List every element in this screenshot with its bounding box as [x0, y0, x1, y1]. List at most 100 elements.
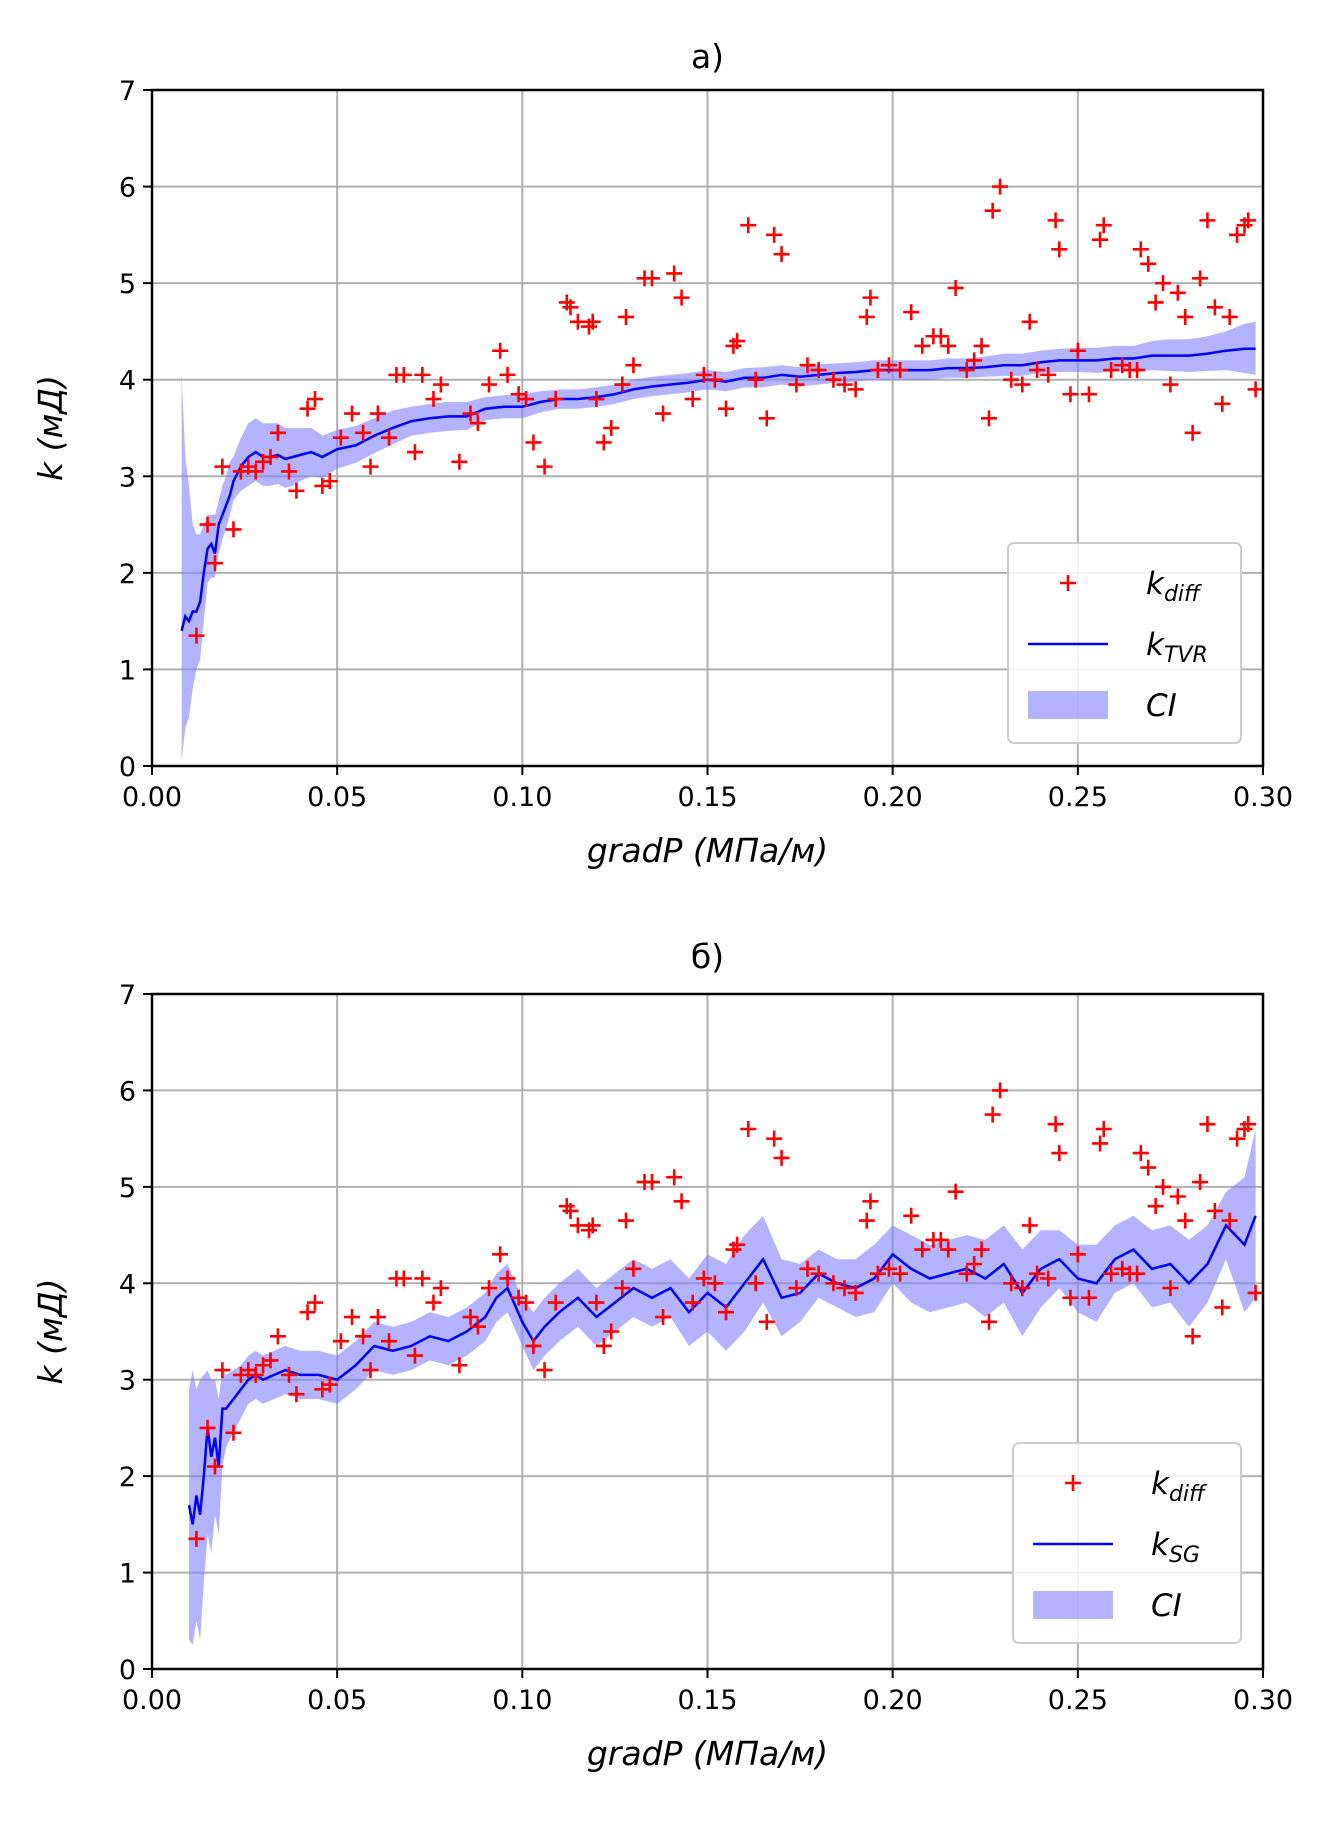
- data-point: [332, 429, 349, 446]
- data-point: [1147, 294, 1164, 311]
- data-point: [625, 357, 642, 374]
- chart-title: б): [691, 937, 724, 976]
- data-point: [729, 333, 746, 350]
- data-point: [321, 473, 338, 490]
- data-point: [262, 1352, 279, 1369]
- data-point: [1155, 275, 1172, 292]
- data-point: [369, 405, 386, 422]
- x-tick-label: 0.15: [677, 782, 737, 813]
- data-point: [225, 521, 242, 538]
- data-point: [369, 1309, 386, 1326]
- data-point: [695, 1270, 712, 1287]
- data-point: [869, 1265, 886, 1282]
- data-point: [425, 391, 442, 408]
- data-point: [1029, 1265, 1046, 1282]
- legend-label: CI: [1151, 1588, 1182, 1624]
- x-tick-label: 0.25: [1048, 1685, 1108, 1716]
- data-point: [395, 1270, 412, 1287]
- data-point: [655, 1309, 672, 1326]
- data-point: [992, 1082, 1009, 1099]
- data-point: [518, 1294, 535, 1311]
- data-point: [947, 279, 964, 296]
- data-point: [858, 1212, 875, 1229]
- data-point: [451, 453, 468, 470]
- data-point: [299, 1304, 316, 1321]
- data-point: [569, 1217, 586, 1234]
- chart-title: а): [691, 37, 724, 76]
- data-point: [469, 1318, 486, 1335]
- data-point: [1199, 212, 1216, 229]
- y-tick-label: 4: [119, 366, 136, 397]
- data-point: [1229, 226, 1246, 243]
- y-tick-label: 3: [119, 1366, 136, 1397]
- data-point: [666, 1169, 683, 1186]
- data-point: [225, 1424, 242, 1441]
- data-point: [525, 1337, 542, 1354]
- data-point: [1247, 381, 1263, 398]
- data-point: [914, 337, 931, 354]
- data-point: [214, 1362, 231, 1379]
- data-point: [432, 376, 449, 393]
- data-point: [1069, 342, 1086, 359]
- fit-line: [187, 1215, 1257, 1525]
- legend-label: kdiff: [1151, 1466, 1207, 1507]
- data-point: [355, 1328, 372, 1345]
- data-point: [666, 265, 683, 282]
- data-point: [1162, 376, 1179, 393]
- data-point: [1014, 1280, 1031, 1297]
- data-point: [1003, 371, 1020, 388]
- data-point: [618, 308, 635, 325]
- ci-band: [189, 1129, 1256, 1645]
- data-point: [740, 1121, 757, 1137]
- legend-band-icon: [1028, 691, 1108, 719]
- data-point: [281, 463, 298, 480]
- data-point: [862, 1193, 879, 1210]
- data-point: [595, 1337, 612, 1354]
- legend-label-base: k: [1146, 566, 1165, 602]
- data-point: [1021, 1217, 1038, 1234]
- data-point: [1177, 308, 1194, 325]
- data-point: [836, 1280, 853, 1297]
- data-point: [595, 434, 612, 451]
- data-point: [858, 308, 875, 325]
- data-point: [188, 1530, 205, 1547]
- legend-label: kTVR: [1146, 627, 1208, 668]
- data-point: [1184, 424, 1201, 441]
- data-point: [947, 1183, 964, 1200]
- data-point: [773, 246, 790, 263]
- data-point: [262, 448, 279, 465]
- x-tick-label: 0.00: [122, 782, 182, 813]
- data-point: [406, 444, 423, 461]
- data-point: [603, 1323, 620, 1340]
- data-point: [773, 1149, 790, 1166]
- data-point: [481, 1280, 498, 1297]
- data-point: [1021, 313, 1038, 330]
- data-point: [547, 1294, 564, 1311]
- data-point: [643, 270, 660, 287]
- data-point: [706, 1275, 723, 1292]
- legend-label-base: CI: [1151, 1588, 1182, 1624]
- data-point: [932, 1231, 949, 1248]
- y-tick-label: 7: [119, 76, 136, 107]
- data-point: [825, 1275, 842, 1292]
- x-tick-label: 0.15: [677, 1685, 737, 1716]
- data-point: [869, 362, 886, 379]
- data-point: [1029, 362, 1046, 379]
- plot-area: [180, 178, 1263, 762]
- data-point: [188, 627, 205, 644]
- x-tick-label: 0.25: [1048, 782, 1108, 813]
- data-point: [1095, 1121, 1112, 1137]
- data-point: [706, 371, 723, 388]
- data-point: [673, 289, 690, 306]
- data-point: [1040, 1270, 1057, 1287]
- data-point: [643, 1174, 660, 1191]
- legend-label-sub: diff: [1169, 1482, 1207, 1507]
- data-point: [247, 1366, 264, 1383]
- data-point: [1192, 1174, 1209, 1191]
- data-point: [1221, 308, 1238, 325]
- y-tick-label: 3: [119, 462, 136, 493]
- data-point: [306, 391, 323, 408]
